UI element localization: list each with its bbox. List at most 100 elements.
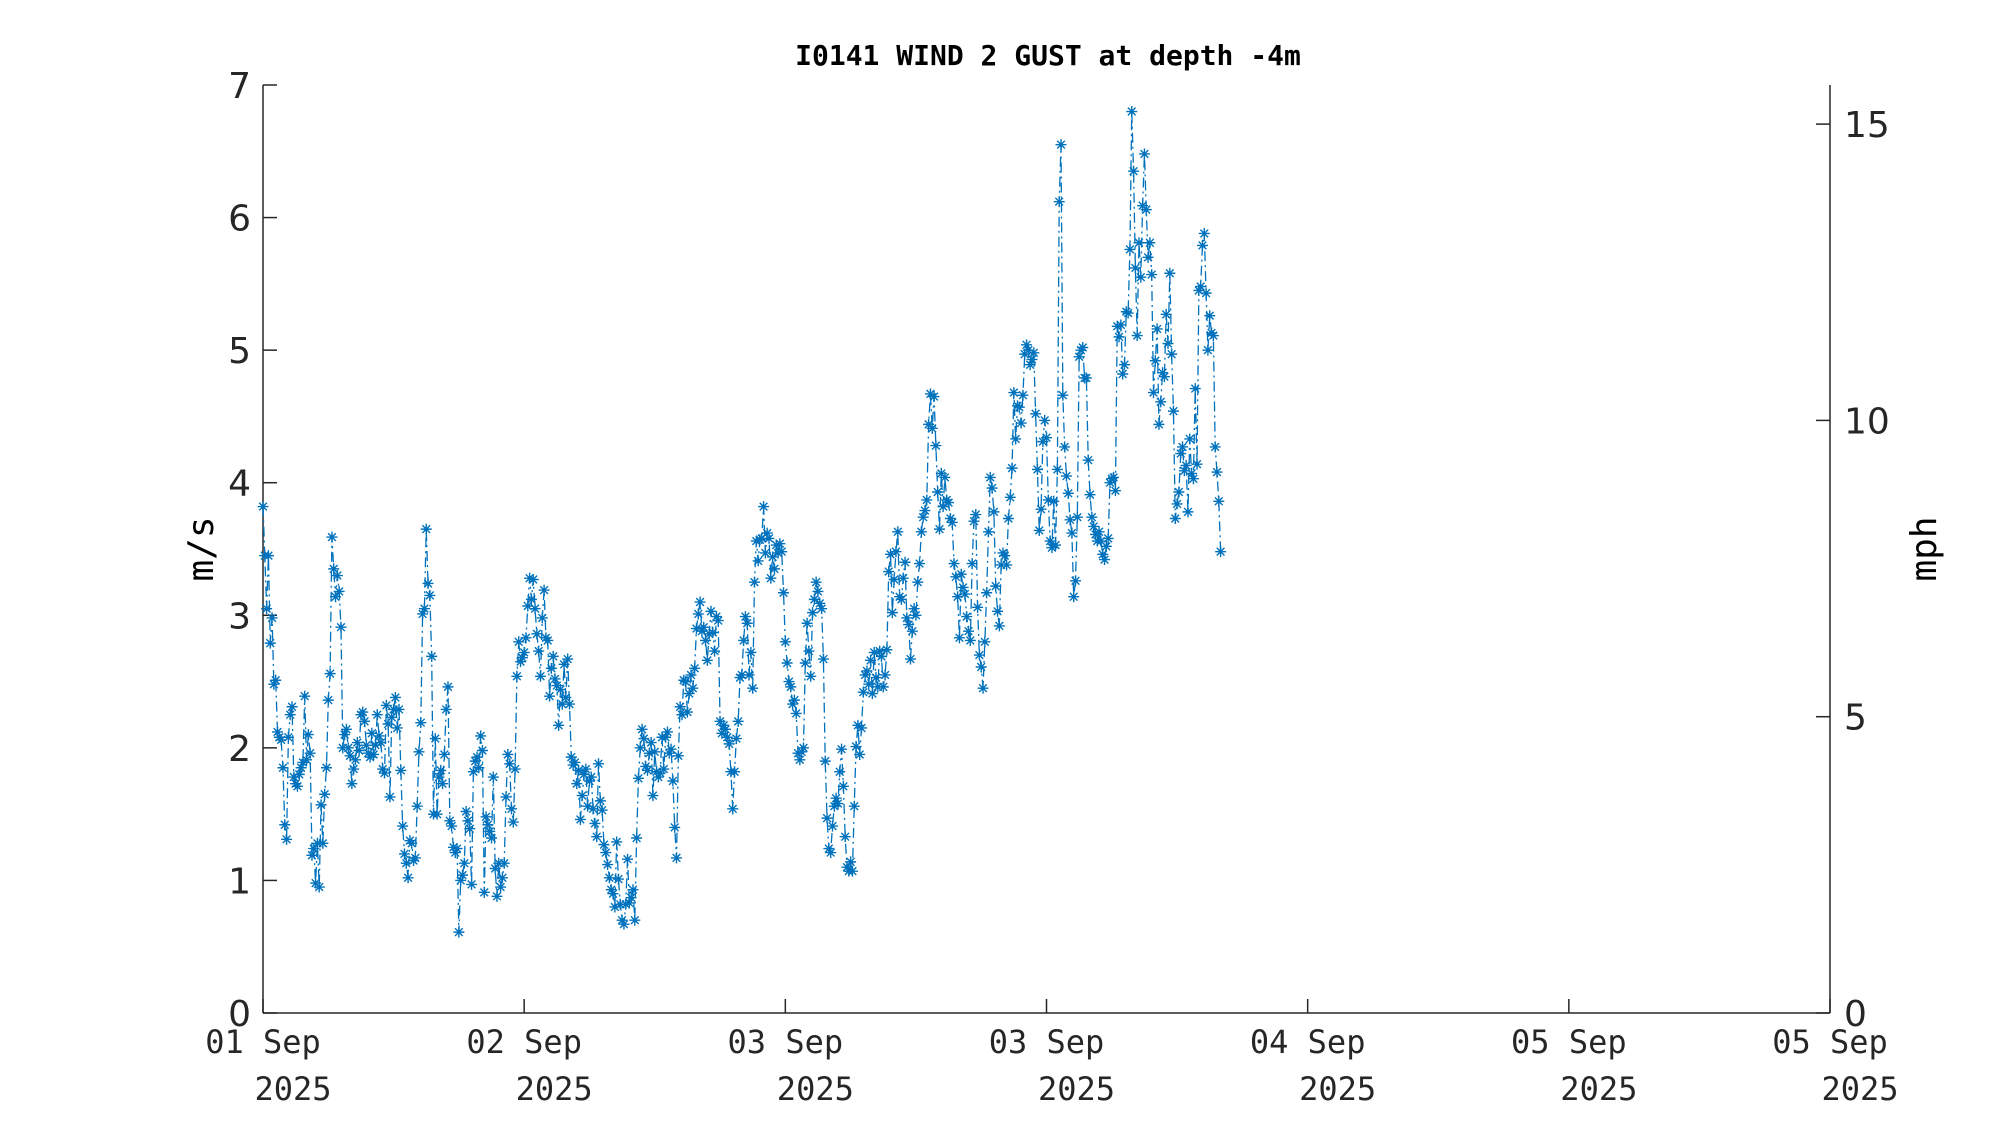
data-point [413, 746, 425, 758]
data-point [632, 772, 644, 784]
data-point [758, 501, 770, 513]
data-point [955, 568, 967, 580]
data-point [787, 698, 799, 710]
data-point [816, 603, 828, 615]
data-point [747, 682, 759, 694]
data-point [903, 619, 915, 631]
data-point [839, 831, 851, 843]
data-point [979, 636, 991, 648]
data-point [823, 843, 835, 855]
data-point [582, 800, 594, 812]
data-point [703, 628, 715, 640]
data-point [692, 608, 704, 620]
data-point [622, 853, 634, 865]
data-point [1209, 441, 1221, 453]
data-point [870, 672, 882, 684]
data-point [516, 652, 528, 664]
data-point [730, 733, 742, 745]
data-point [1001, 559, 1013, 571]
data-point [1048, 495, 1060, 507]
data-point [326, 531, 338, 543]
data-point [291, 780, 303, 792]
data-point [466, 878, 478, 890]
x-tick-label-day: 01 Sep [205, 1023, 321, 1061]
data-point [1177, 441, 1189, 453]
data-point [1104, 477, 1116, 489]
data-point [1148, 387, 1160, 399]
data-point [1129, 262, 1141, 274]
data-point [627, 884, 639, 896]
x-tick-label-year: 2025 [1299, 1070, 1376, 1108]
data-point [366, 727, 378, 739]
data-point [362, 747, 374, 759]
data-point [587, 803, 599, 815]
data-point [1153, 418, 1165, 430]
data-point [968, 515, 980, 527]
data-point [429, 733, 441, 745]
data-point [373, 730, 385, 742]
data-point [1166, 348, 1178, 360]
data-point [897, 572, 909, 584]
data-point [1070, 575, 1082, 587]
data-point [676, 709, 688, 721]
data-point [1182, 506, 1194, 518]
data-point [400, 857, 412, 869]
data-point [284, 709, 296, 721]
data-point [538, 584, 550, 596]
data-point [885, 548, 897, 560]
data-point [1155, 396, 1167, 408]
data-point [912, 576, 924, 588]
data-point [819, 755, 831, 767]
data-point [944, 513, 956, 525]
data-point [580, 763, 592, 775]
data-point [856, 722, 868, 734]
data-point [663, 747, 675, 759]
data-point [705, 605, 717, 617]
data-point [1202, 344, 1214, 356]
data-point [437, 778, 449, 790]
data-point [618, 918, 630, 930]
data-point [574, 813, 586, 825]
data-point [569, 756, 581, 768]
data-point [458, 857, 470, 869]
data-point [623, 897, 635, 909]
data-point [770, 539, 782, 551]
data-point [953, 632, 965, 644]
data-point [712, 615, 724, 627]
data-point [848, 800, 860, 812]
data-point [776, 546, 788, 558]
data-point [616, 914, 628, 926]
data-point [1059, 441, 1071, 453]
data-point [861, 665, 873, 677]
data-point [875, 650, 887, 662]
data-point [545, 662, 557, 674]
data-point [320, 762, 332, 774]
data-point [834, 766, 846, 778]
data-point [491, 890, 503, 902]
x-tick-label-year: 2025 [777, 1070, 854, 1108]
data-point [973, 649, 985, 661]
data-point [607, 888, 619, 900]
data-point [826, 820, 838, 832]
data-point [1026, 353, 1038, 365]
data-point [351, 737, 363, 749]
data-point [950, 571, 962, 583]
data-point [1053, 196, 1065, 208]
data-point [830, 792, 842, 804]
data-point [957, 581, 969, 593]
data-point [261, 603, 273, 615]
data-point [961, 611, 973, 623]
data-point [268, 678, 280, 690]
data-point [952, 591, 964, 603]
data-point [571, 778, 583, 790]
y-tick-label: 4 [228, 464, 251, 505]
data-point [340, 723, 352, 735]
data-point [304, 747, 316, 759]
data-point [906, 625, 918, 637]
data-point [589, 817, 601, 829]
data-point [603, 872, 615, 884]
data-point [892, 526, 904, 538]
data-point [631, 832, 643, 844]
data-point [457, 869, 469, 881]
data-point [1109, 485, 1121, 497]
